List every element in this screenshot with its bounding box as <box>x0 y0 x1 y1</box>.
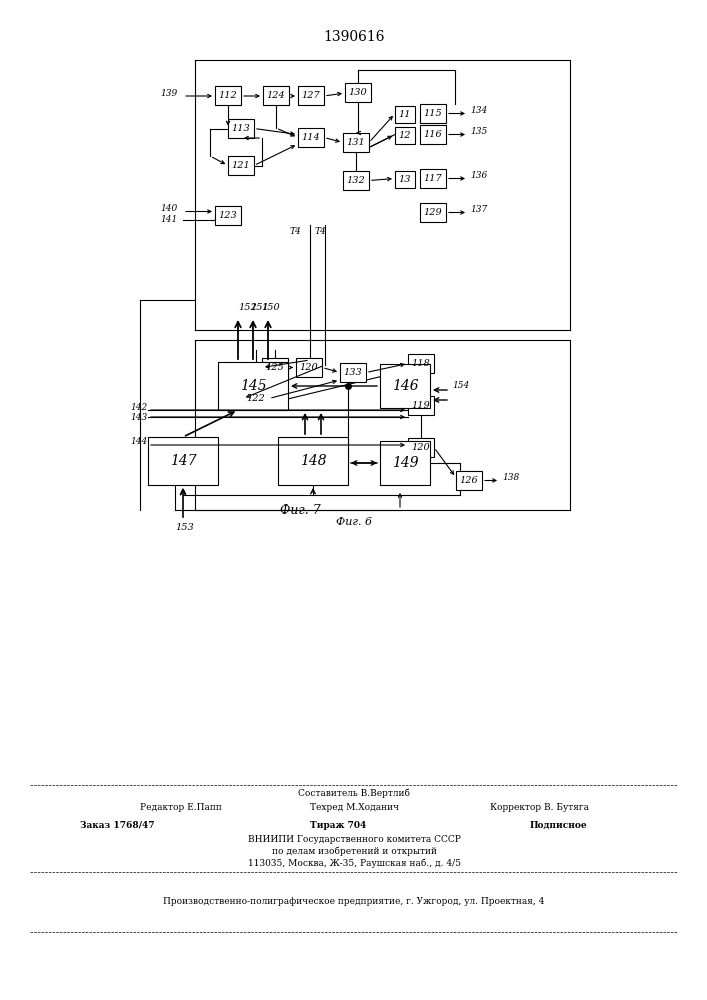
Text: 150: 150 <box>261 302 280 312</box>
Bar <box>148 437 218 485</box>
Text: Заказ 1768/47: Заказ 1768/47 <box>80 820 155 830</box>
Text: Тираж 704: Тираж 704 <box>310 820 366 830</box>
Bar <box>408 438 434 457</box>
Text: 132: 132 <box>346 176 366 185</box>
Text: 136: 136 <box>470 171 487 180</box>
Text: 125: 125 <box>266 363 284 372</box>
Text: по делам изобретений и открытий: по делам изобретений и открытий <box>271 846 436 856</box>
Text: 11: 11 <box>399 110 411 119</box>
Text: 117: 117 <box>423 174 443 183</box>
Text: Составитель В.Вертлиб: Составитель В.Вертлиб <box>298 788 410 798</box>
Text: 120: 120 <box>300 363 318 372</box>
Text: 151: 151 <box>250 302 269 312</box>
Text: 148: 148 <box>300 454 327 468</box>
Text: 129: 129 <box>423 208 443 217</box>
Text: 130: 130 <box>349 88 368 97</box>
Text: 133: 133 <box>344 368 363 377</box>
Text: 139: 139 <box>160 89 177 98</box>
Text: 140: 140 <box>160 204 177 213</box>
Text: 118: 118 <box>411 359 431 368</box>
Text: 135: 135 <box>470 127 487 136</box>
Bar <box>340 363 366 382</box>
Bar <box>395 171 415 188</box>
Text: 1390616: 1390616 <box>323 30 385 44</box>
Text: 149: 149 <box>392 456 419 470</box>
Text: Редактор Е.Папп: Редактор Е.Папп <box>140 802 222 812</box>
Bar <box>408 354 434 373</box>
Text: 138: 138 <box>502 473 519 482</box>
Text: 145: 145 <box>240 379 267 393</box>
Bar <box>343 171 369 190</box>
Text: 114: 114 <box>302 133 320 142</box>
Text: Корректор В. Бутяга: Корректор В. Бутяга <box>490 802 589 812</box>
Text: 134: 134 <box>470 106 487 115</box>
Text: 154: 154 <box>452 381 469 390</box>
Text: 122: 122 <box>247 394 265 403</box>
Text: 113035, Москва, Ж-35, Раушская наб., д. 4/5: 113035, Москва, Ж-35, Раушская наб., д. … <box>247 858 460 868</box>
Bar <box>218 362 288 410</box>
Text: 126: 126 <box>460 476 479 485</box>
Text: 123: 123 <box>218 211 238 220</box>
Text: 131: 131 <box>346 138 366 147</box>
Bar <box>296 358 322 377</box>
Bar <box>420 104 446 123</box>
Text: 112: 112 <box>218 91 238 100</box>
Bar <box>408 396 434 415</box>
Text: 124: 124 <box>267 91 286 100</box>
Bar <box>420 169 446 188</box>
Bar <box>343 133 369 152</box>
Bar <box>380 364 430 408</box>
Text: 143: 143 <box>130 412 147 422</box>
Bar <box>228 156 254 175</box>
Bar <box>262 358 288 377</box>
Bar <box>228 119 254 138</box>
Bar <box>456 471 482 490</box>
Text: 152: 152 <box>238 302 257 312</box>
Text: Фиг. 6: Фиг. 6 <box>336 517 372 527</box>
Bar <box>215 86 241 105</box>
Text: Производственно-полиграфическое предприятие, г. Ужгород, ул. Проектная, 4: Производственно-полиграфическое предприя… <box>163 898 544 906</box>
Bar <box>263 86 289 105</box>
Text: 120: 120 <box>411 443 431 452</box>
Text: 142: 142 <box>130 402 147 412</box>
Text: Фиг. 7: Фиг. 7 <box>280 504 320 516</box>
Text: 147: 147 <box>170 454 197 468</box>
Bar <box>395 127 415 144</box>
Bar <box>420 203 446 222</box>
Text: 121: 121 <box>232 161 250 170</box>
Bar <box>345 83 371 102</box>
Text: 153: 153 <box>175 522 194 532</box>
Text: 137: 137 <box>470 205 487 214</box>
Bar <box>243 389 269 408</box>
Text: 141: 141 <box>160 215 177 224</box>
Bar <box>395 106 415 123</box>
Text: 146: 146 <box>392 379 419 393</box>
Bar <box>380 441 430 485</box>
Bar <box>298 128 324 147</box>
Text: 115: 115 <box>423 109 443 118</box>
Text: 144: 144 <box>130 438 147 446</box>
Text: Подписное: Подписное <box>530 820 588 830</box>
Text: 113: 113 <box>232 124 250 133</box>
Text: Т4: Т4 <box>315 228 327 236</box>
Text: 12: 12 <box>399 131 411 140</box>
Text: 119: 119 <box>411 401 431 410</box>
Bar <box>215 206 241 225</box>
Text: ВНИИПИ Государственного комитета СССР: ВНИИПИ Государственного комитета СССР <box>247 834 460 844</box>
Bar <box>420 125 446 144</box>
Text: Т4: Т4 <box>290 228 302 236</box>
Text: 116: 116 <box>423 130 443 139</box>
Text: 127: 127 <box>302 91 320 100</box>
Bar <box>278 437 348 485</box>
Bar <box>298 86 324 105</box>
Text: Техред М.Ходанич: Техред М.Ходанич <box>310 802 399 812</box>
Text: 13: 13 <box>399 175 411 184</box>
